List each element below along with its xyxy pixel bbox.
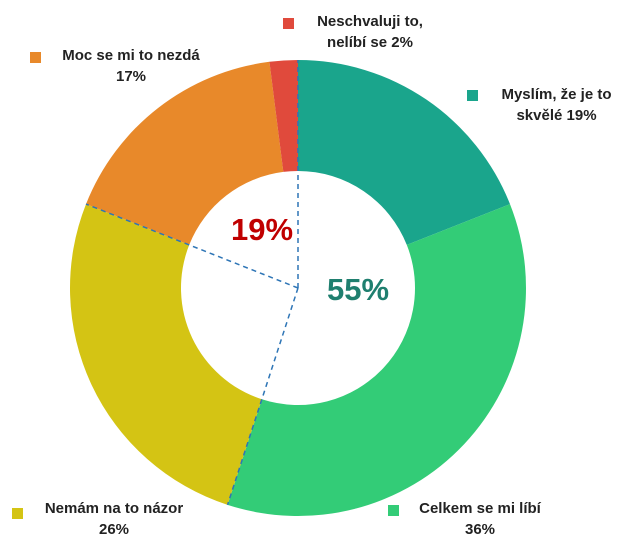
legend-swatch bbox=[12, 508, 23, 519]
divider bbox=[226, 287, 299, 506]
legend-swatch bbox=[283, 18, 294, 29]
value-label: 36% bbox=[464, 521, 496, 538]
segment-label: Myslím, že je to skvělé 19% bbox=[484, 84, 629, 126]
divider bbox=[85, 203, 299, 289]
segment-label: Celkem se mi líbí 36% bbox=[405, 498, 555, 540]
value-label: 2% bbox=[391, 34, 413, 51]
donut-segment bbox=[69, 204, 262, 505]
segment-label: Neschvaluji to, nelíbí se 2% bbox=[300, 11, 440, 53]
category-name: Moc se mi to nezdá bbox=[62, 47, 200, 64]
value-label: 19% bbox=[566, 107, 597, 124]
donut-segment bbox=[86, 61, 284, 245]
value-label: 26% bbox=[98, 521, 130, 538]
donut-segment bbox=[269, 60, 298, 172]
category-name: Neschvaluji to, nelíbí se bbox=[317, 13, 423, 51]
legend-swatch bbox=[30, 52, 41, 63]
legend-swatch bbox=[467, 90, 478, 101]
center-annotation: 19% bbox=[231, 212, 293, 247]
category-name: Myslím, že je to skvělé bbox=[501, 86, 612, 124]
donut-segment bbox=[298, 60, 510, 245]
category-name: Celkem se mi líbí bbox=[419, 500, 541, 517]
center-annotation: 55% bbox=[327, 272, 389, 307]
donut-segment bbox=[227, 204, 526, 516]
segment-label: Moc se mi to nezdá 17% bbox=[46, 45, 216, 87]
segment-label: Nemám na to názor 26% bbox=[29, 498, 199, 540]
legend-swatch bbox=[388, 505, 399, 516]
value-label: 17% bbox=[115, 68, 147, 85]
category-name: Nemám na to názor bbox=[44, 500, 184, 517]
